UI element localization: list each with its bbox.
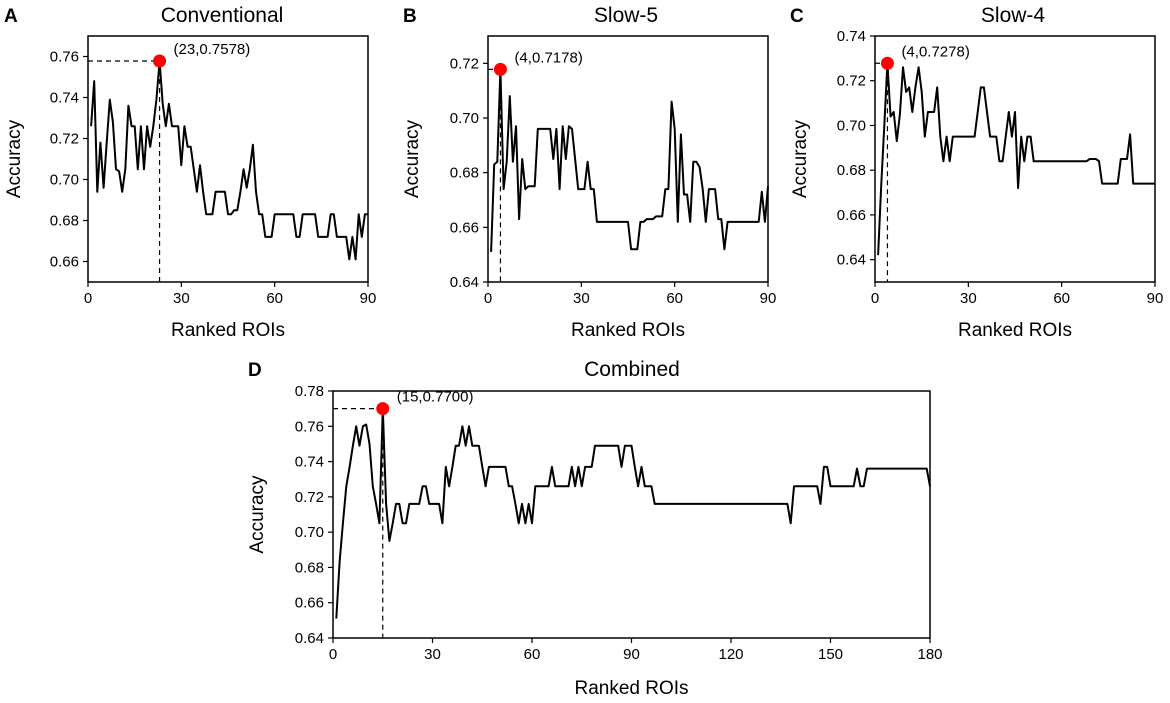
y-tick-label: 0.66 [837,207,866,224]
x-tick-label: 180 [917,646,942,663]
y-tick-label: 0.74 [837,28,866,45]
peak-marker [493,62,507,76]
chart-title: Conventional [161,4,284,27]
y-tick-label: 0.70 [295,524,324,541]
x-axis-label: Ranked ROIs [571,320,685,341]
y-tick-label: 0.74 [295,454,324,471]
y-tick-label: 0.72 [837,73,866,90]
y-tick-label: 0.70 [450,110,479,127]
x-axis-label: Ranked ROIs [958,320,1072,341]
y-tick-label: 0.66 [295,595,324,612]
y-tick-label: 0.72 [50,131,79,148]
x-axis-label: Ranked ROIs [574,678,688,699]
x-tick-label: 90 [360,290,377,307]
accuracy-series-line [877,62,1155,256]
x-tick-label: 90 [623,646,640,663]
y-tick-label: 0.72 [295,489,324,506]
peak-label: (23,0.7578) [174,41,251,58]
x-tick-label: 30 [573,290,590,307]
panel-d-combined: D Combined 0 30 60 90 120 150 180 0.64 0.66 0.68 0.7… [247,358,943,699]
peak-marker [153,54,167,68]
y-tick-label: 0.66 [50,254,79,271]
y-tick-label: 0.76 [50,49,79,66]
y-tick-label: 0.68 [50,213,79,230]
panel-letter: A [4,6,18,27]
y-axis-label: Accuracy [4,119,25,198]
x-tick-label: 60 [266,290,283,307]
y-tick-label: 0.76 [295,418,324,435]
y-tick-label: 0.64 [295,630,324,647]
x-tick-label: 120 [718,646,743,663]
peak-label: (4,0.7278) [901,43,969,60]
x-tick-label: 60 [666,290,683,307]
x-tick-label: 60 [1053,290,1070,307]
x-tick-label: 30 [424,646,441,663]
x-tick-label: 0 [329,646,337,663]
x-tick-label: 150 [818,646,843,663]
y-tick-label: 0.68 [837,162,866,179]
y-tick-label: 0.64 [837,252,866,269]
y-tick-label: 0.72 [450,55,479,72]
y-tick-label: 0.74 [50,90,79,107]
x-axis-label: Ranked ROIs [171,320,285,341]
x-tick-label: 0 [484,290,492,307]
panel-c-slow-4: C Slow-4 0 30 60 90 0.64 0.66 0.68 0.70 0.72 0.74 Ra… [790,4,1163,341]
x-tick-label: 90 [760,290,777,307]
plot-frame [487,35,769,283]
peak-marker [376,402,390,416]
accuracy-series-line [90,60,368,261]
y-tick-label: 0.70 [837,117,866,134]
y-axis-label: Accuracy [790,119,811,198]
x-tick-label: 0 [871,290,879,307]
y-tick-label: 0.68 [450,165,479,182]
y-tick-label: 0.70 [50,172,79,189]
accuracy-series-line [490,68,769,252]
panel-letter: D [248,360,262,381]
x-tick-label: 60 [524,646,541,663]
panel-a-conventional: A Conventional 0 30 60 90 0.66 0.68 0.70 0.72 0.74… [4,4,376,341]
panel-letter: B [403,6,417,27]
y-axis-label: Accuracy [247,475,268,554]
y-tick-label: 0.68 [295,559,324,576]
panel-b-slow-5: B Slow-5 0 30 60 90 0.64 0.66 0.68 0.70 0.72 Ranked… [402,4,776,341]
peak-label: (4,0.7178) [514,49,582,66]
chart-title: Slow-5 [594,4,658,27]
x-tick-label: 0 [84,290,92,307]
panel-letter: C [790,6,804,27]
y-tick-label: 0.64 [450,274,479,291]
plot-frame [87,35,369,283]
x-tick-label: 30 [173,290,190,307]
peak-marker [880,56,894,70]
x-tick-label: 90 [1147,290,1164,307]
accuracy-series-line [335,407,931,619]
y-axis-label: Accuracy [402,119,423,198]
chart-title: Combined [584,358,680,381]
y-tick-label: 0.66 [450,219,479,236]
chart-title: Slow-4 [981,4,1046,27]
plot-frame [874,35,1156,283]
x-tick-label: 30 [960,290,977,307]
peak-label: (15,0.7700) [397,389,474,406]
y-tick-label: 0.78 [295,383,324,400]
